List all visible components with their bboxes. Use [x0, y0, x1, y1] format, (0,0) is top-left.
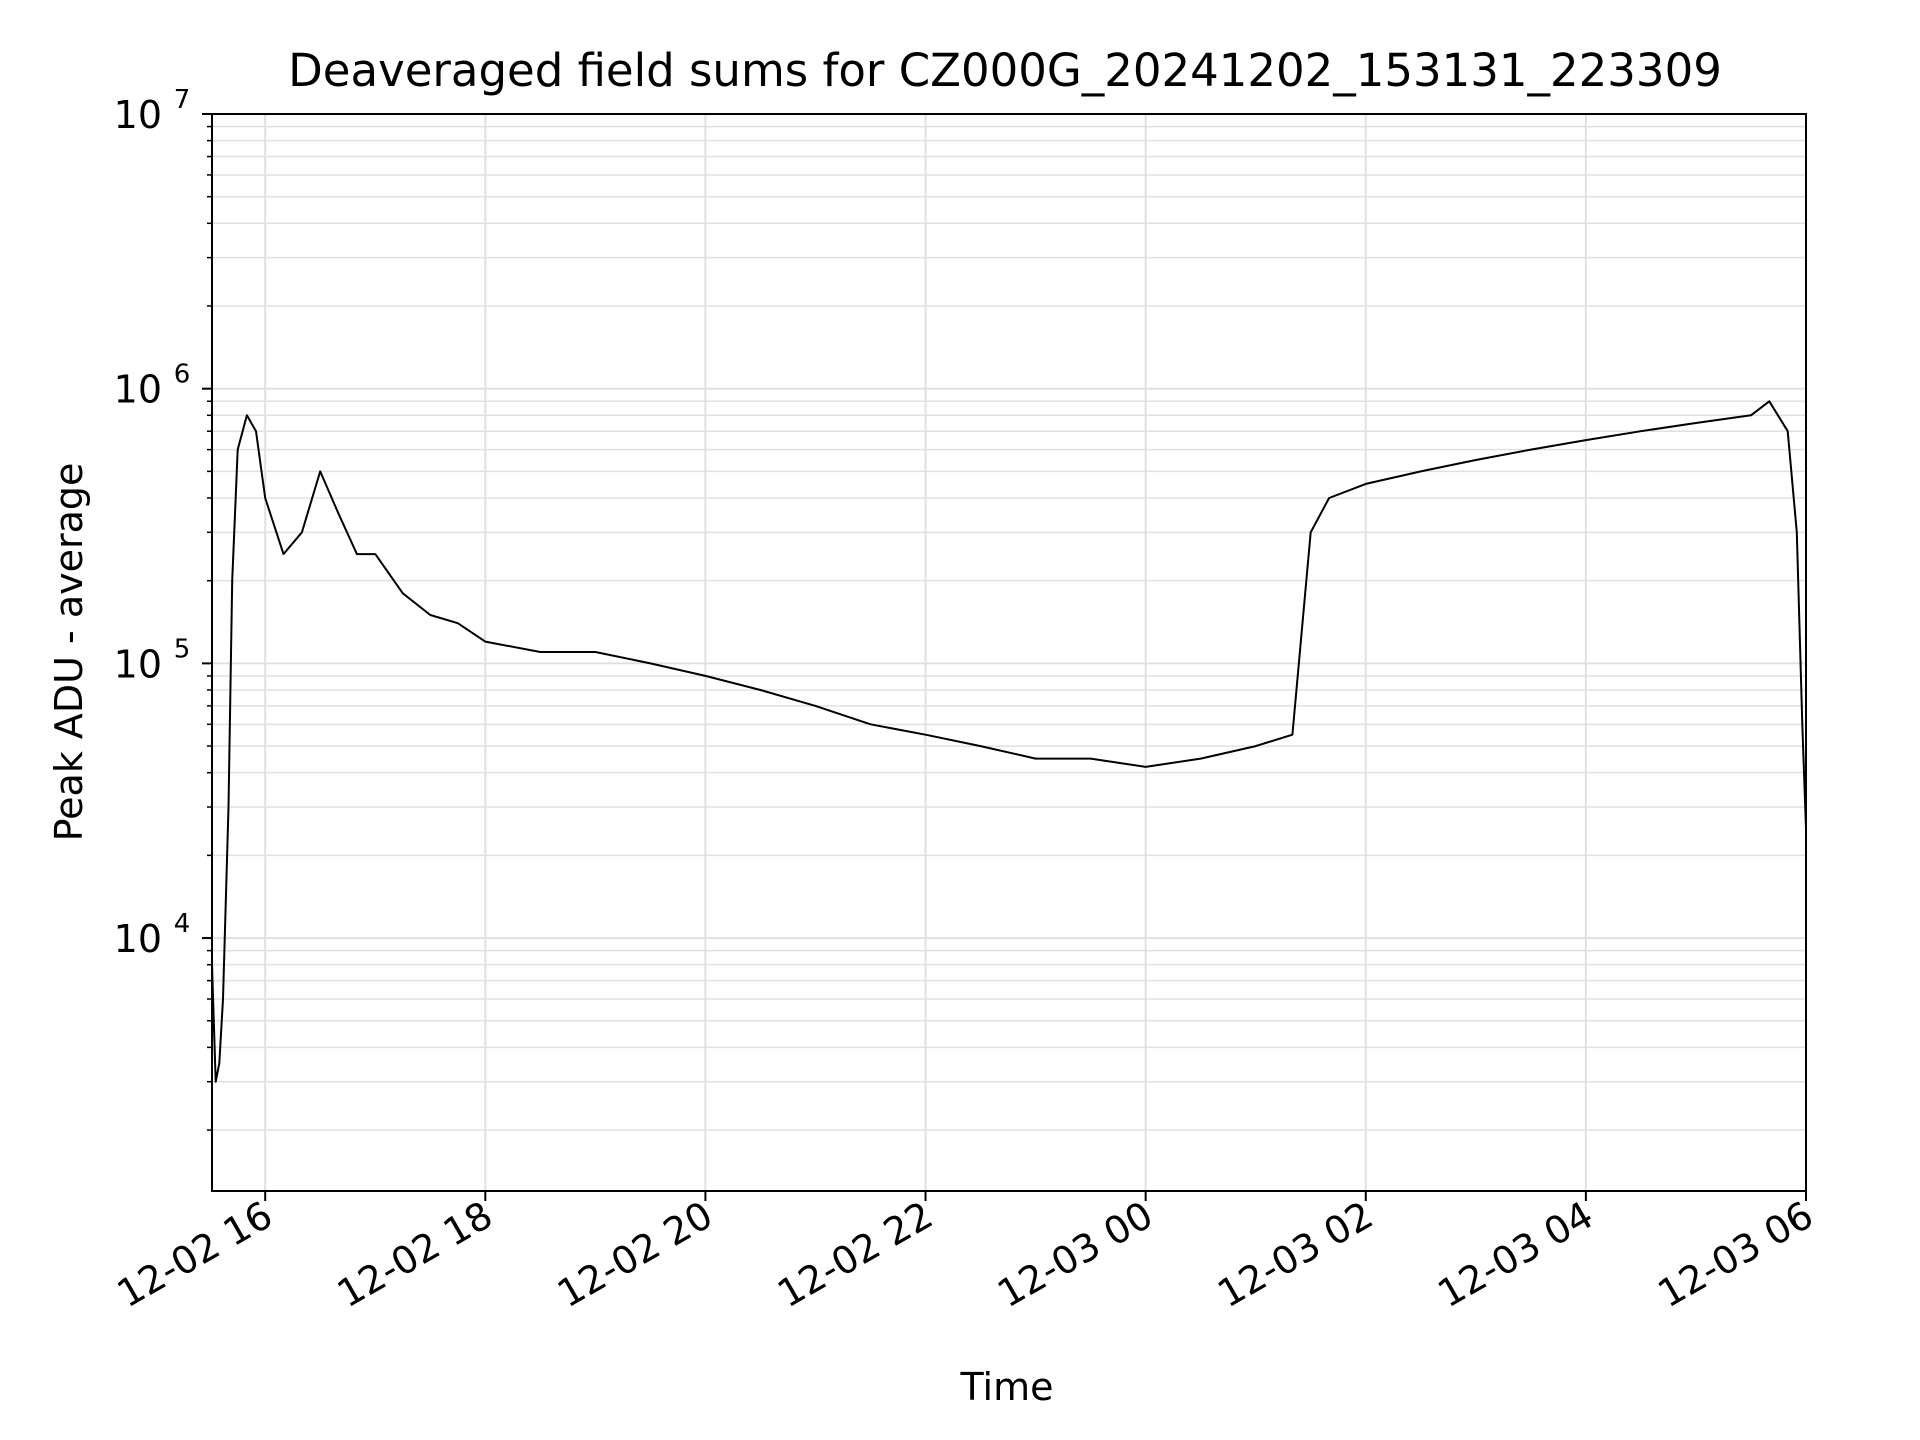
plot-area	[212, 400, 1806, 1083]
grid	[212, 113, 1807, 1191]
chart-title: Deaveraged field sums for CZ000G_2024120…	[288, 44, 1722, 97]
y-tick-label: 10 4	[114, 909, 191, 961]
series-line	[212, 400, 1806, 1083]
x-axis-label: Time	[960, 1365, 1054, 1409]
axes-frame	[211, 113, 1807, 1192]
y-tick-label: 10 7	[114, 85, 191, 137]
y-axis-label: Peak ADU - average	[47, 463, 91, 842]
